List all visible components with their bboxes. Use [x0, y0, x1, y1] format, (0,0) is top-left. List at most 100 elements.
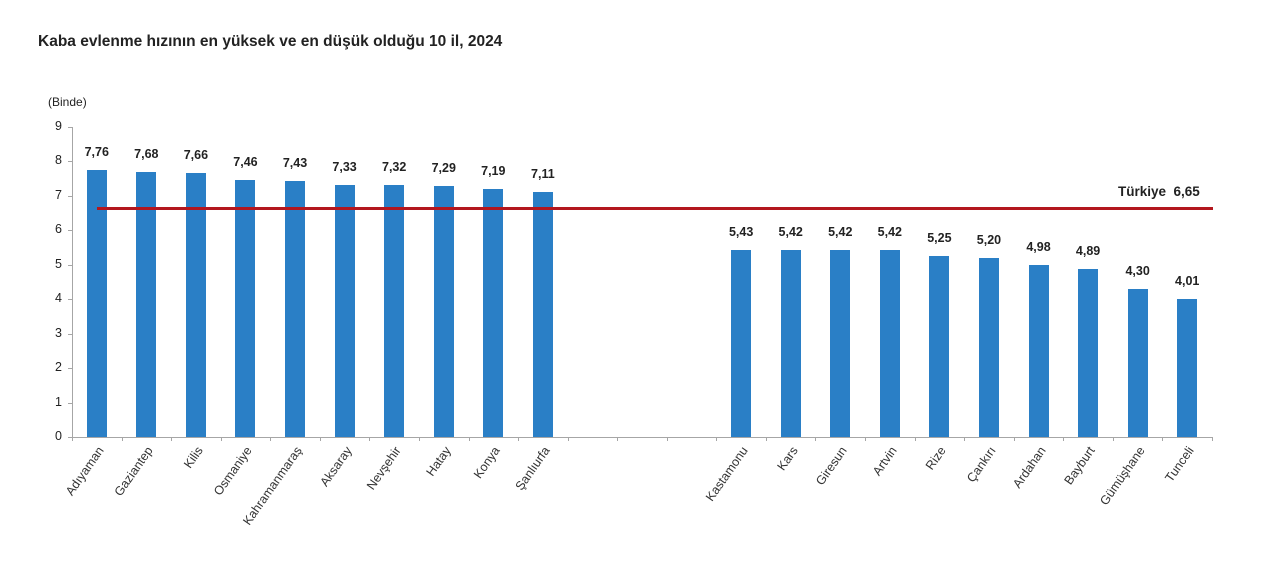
bar	[1078, 268, 1099, 437]
x-category-label: Bayburt	[1061, 443, 1098, 488]
bar-value-label: 4,89	[1075, 243, 1101, 258]
x-tick-mark	[72, 437, 73, 441]
bar	[1177, 298, 1198, 437]
y-tick-label: 1	[55, 394, 62, 409]
x-tick-mark	[666, 437, 668, 441]
x-tick-mark	[1013, 437, 1015, 441]
x-tick-mark	[171, 437, 173, 441]
x-category-label: Şanlıurfa	[512, 443, 553, 493]
turkiye-average-line	[97, 206, 1213, 210]
x-tick-mark	[765, 437, 767, 441]
bar	[731, 249, 752, 437]
bar-value-label: 4,98	[1026, 240, 1051, 255]
y-tick-label: 8	[55, 153, 62, 168]
bar-value-label: 7,19	[481, 164, 506, 179]
x-tick-mark	[220, 437, 222, 441]
bar-value-label: 5,42	[877, 225, 902, 240]
x-tick-mark	[121, 437, 123, 441]
x-category-label: Kastamonu	[703, 443, 751, 504]
y-tick-mark	[68, 161, 72, 163]
x-category-label: Kars	[774, 443, 801, 474]
y-tick-label: 9	[55, 119, 62, 133]
x-tick-mark	[319, 437, 321, 441]
x-category-label: Kahramanmaraş	[240, 443, 305, 528]
chart-title: Kaba evlenme hızının en yüksek ve en düş…	[38, 33, 503, 50]
x-tick-mark	[418, 437, 420, 441]
x-tick-mark	[914, 437, 916, 441]
x-tick-mark	[369, 437, 371, 441]
bar-value-label: 5,42	[778, 225, 803, 240]
x-category-label: Giresun	[813, 443, 850, 488]
bar	[532, 192, 553, 437]
bar-value-label: 7,43	[282, 156, 308, 171]
x-tick-mark	[1112, 437, 1114, 441]
x-category-label: Ardahan	[1009, 443, 1049, 491]
bar	[1127, 288, 1148, 437]
x-tick-mark	[815, 437, 817, 441]
x-tick-mark	[865, 437, 867, 441]
x-tick-mark	[617, 437, 619, 441]
x-category-label: Rize	[923, 443, 950, 473]
x-category-label: Kilis	[181, 443, 206, 471]
y-tick-label: 4	[55, 291, 62, 306]
x-tick-mark	[518, 437, 520, 441]
x-tick-mark	[567, 437, 569, 441]
y-tick-label: 3	[55, 325, 62, 340]
bar-value-label: 4,30	[1125, 263, 1150, 278]
bar-value-label: 5,25	[927, 231, 952, 246]
x-category-label: Gaziantep	[111, 443, 157, 499]
y-tick-label: 6	[55, 222, 62, 237]
y-tick-label: 5	[55, 256, 62, 271]
y-tick-mark	[68, 368, 72, 370]
y-axis-line	[72, 127, 73, 438]
bar	[136, 172, 157, 437]
bar	[780, 250, 801, 437]
bar	[929, 256, 950, 437]
bar	[235, 180, 256, 437]
x-tick-mark	[270, 437, 272, 441]
bar-value-label: 7,68	[134, 147, 159, 162]
bar	[483, 189, 504, 437]
bar	[433, 185, 454, 437]
y-tick-mark	[68, 437, 72, 438]
x-category-label: Konya	[471, 443, 504, 482]
bar-value-label: 5,43	[728, 224, 754, 239]
x-category-label: Artvin	[869, 443, 900, 479]
x-category-label: Nevşehir	[364, 443, 404, 493]
y-tick-mark	[68, 127, 72, 128]
bar-value-label: 7,46	[233, 155, 258, 170]
x-category-label: Gümüşhane	[1096, 443, 1148, 508]
x-category-label: Osmaniye	[211, 443, 256, 499]
y-tick-label: 0	[55, 429, 62, 443]
x-tick-mark	[964, 437, 966, 441]
bar-value-label: 7,32	[382, 159, 407, 174]
x-category-label: Çankırı	[964, 443, 999, 486]
x-category-label: Hatay	[423, 443, 454, 479]
bar	[86, 169, 107, 437]
y-tick-label: 7	[55, 187, 62, 202]
y-tick-label: 2	[55, 360, 62, 375]
bar-value-label: 7,29	[431, 160, 456, 175]
y-tick-mark	[68, 230, 72, 232]
bar	[285, 181, 306, 437]
x-category-label: Tunceli	[1162, 443, 1197, 485]
bar-value-label: 5,42	[828, 225, 853, 240]
x-tick-mark	[468, 437, 470, 441]
y-tick-mark	[68, 264, 72, 266]
bar	[879, 250, 900, 437]
x-tick-mark	[1162, 437, 1164, 441]
x-tick-mark	[1212, 437, 1213, 441]
x-category-label: Aksaray	[316, 443, 355, 490]
bar-value-label: 7,66	[183, 148, 209, 163]
x-tick-mark	[1063, 437, 1065, 441]
y-axis-unit-label: (Binde)	[48, 95, 87, 109]
bar	[830, 250, 851, 437]
turkiye-average-label: Türkiye 6,65	[1118, 183, 1200, 199]
bar	[334, 184, 355, 437]
bar-value-label: 5,20	[976, 232, 1002, 247]
bar-value-label: 4,01	[1175, 273, 1200, 288]
x-axis-line	[72, 437, 1212, 438]
bar-value-label: 7,76	[84, 144, 109, 159]
y-tick-mark	[68, 195, 72, 197]
x-tick-mark	[716, 437, 718, 441]
